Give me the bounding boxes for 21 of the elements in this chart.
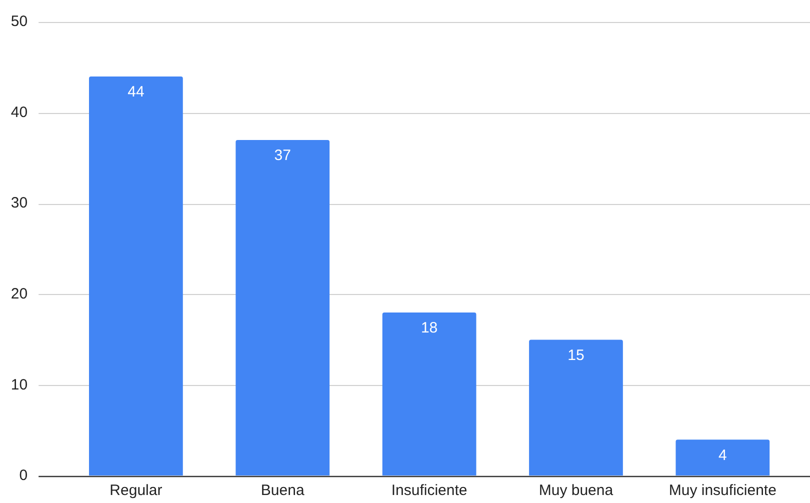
data-label: 37 bbox=[274, 147, 291, 164]
bar bbox=[676, 440, 770, 476]
data-label: 4 bbox=[718, 446, 727, 464]
y-tick-label: 40 bbox=[10, 104, 28, 121]
x-tick-label: Muy insuficiente bbox=[668, 482, 776, 500]
data-label: 15 bbox=[568, 346, 584, 364]
bar bbox=[382, 312, 476, 476]
y-tick-label: 0 bbox=[19, 467, 28, 484]
y-tick-label: 50 bbox=[10, 13, 28, 30]
data-label: 18 bbox=[420, 320, 438, 337]
bar bbox=[529, 340, 623, 476]
x-tick-label: Muy buena bbox=[538, 482, 614, 500]
y-tick-label: 30 bbox=[10, 194, 28, 212]
data-label: 44 bbox=[128, 84, 144, 101]
x-tick-label: Insuficiente bbox=[391, 482, 468, 500]
x-tick-label: Buena bbox=[260, 482, 305, 500]
y-tick-label: 20 bbox=[10, 286, 28, 303]
bar bbox=[89, 76, 183, 476]
y-tick-label: 10 bbox=[10, 376, 28, 394]
bar bbox=[236, 140, 330, 476]
x-tick-label: Regular bbox=[110, 482, 162, 500]
